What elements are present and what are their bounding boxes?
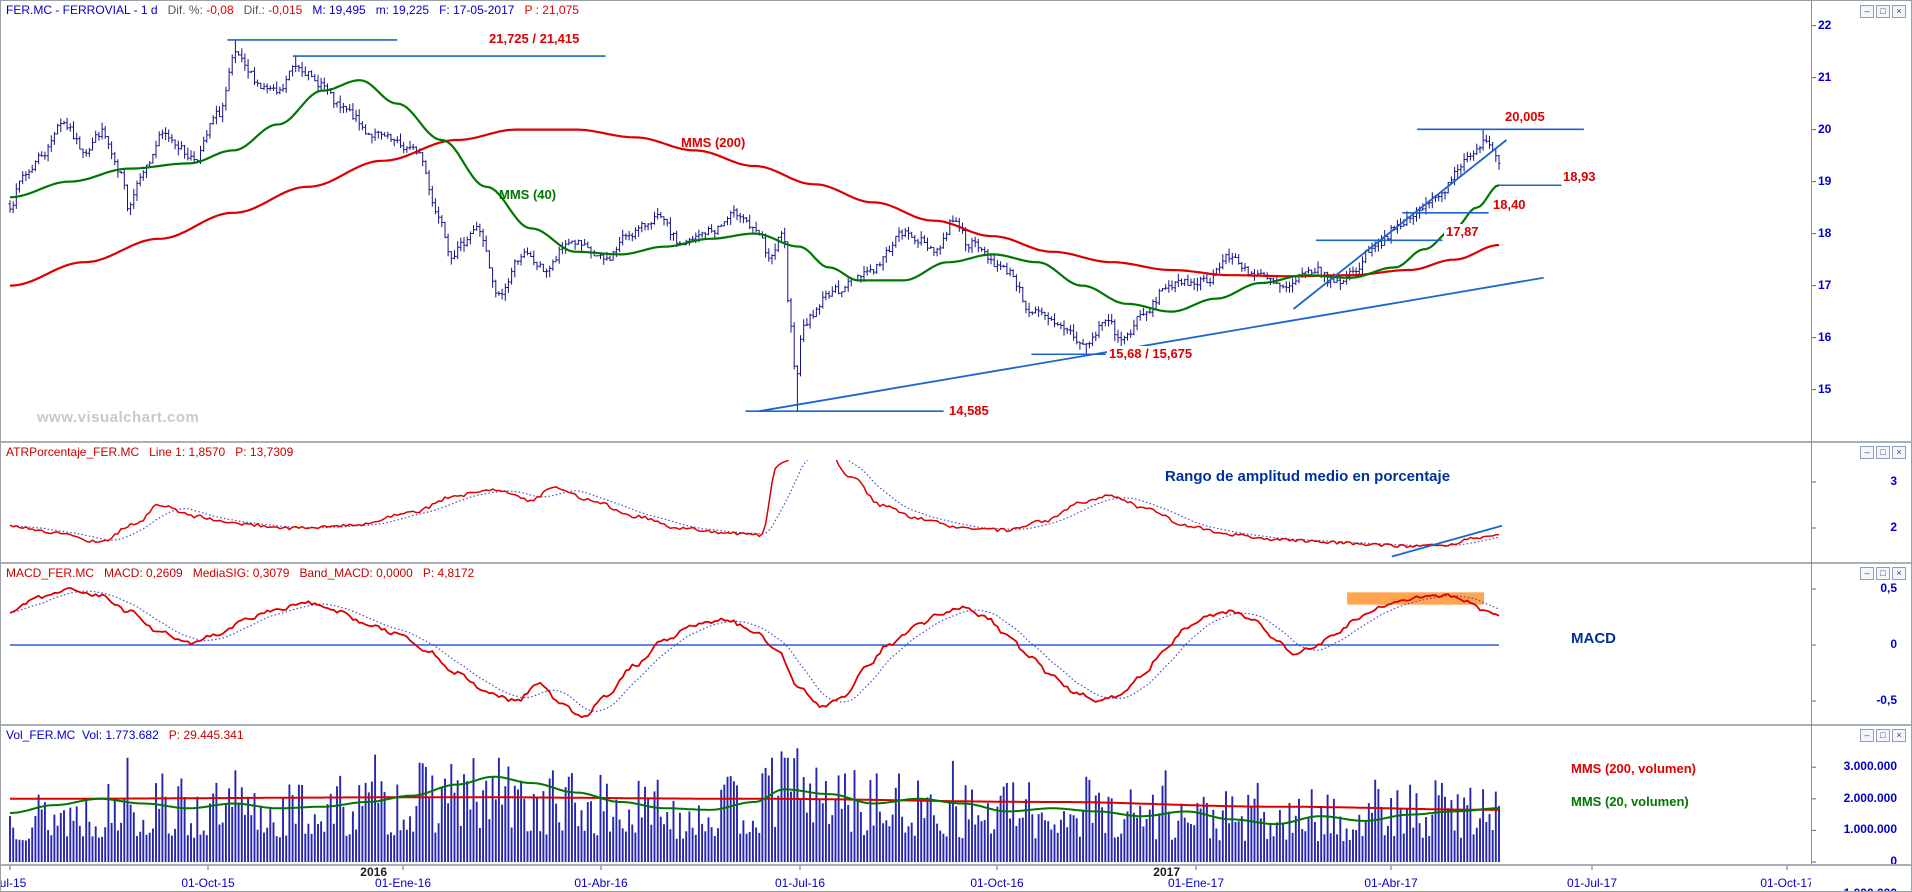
price-level-label: 21,725 / 21,415	[487, 31, 582, 47]
price-level-label: 20,005	[1503, 109, 1547, 125]
price-axis-tick-label: 16	[1818, 329, 1832, 344]
close-icon[interactable]: ×	[1892, 446, 1906, 459]
volume-axis-tick-label: 3.000.000	[1843, 759, 1897, 774]
volume-axis-tick-label: 1.000.000	[1843, 822, 1897, 837]
price-pane-header: FER.MC - FERROVIAL - 1 d Dif. %: -0,08 D…	[6, 3, 579, 19]
time-axis-year-label: 2016	[360, 865, 387, 879]
pane-divider[interactable]	[1, 562, 1911, 564]
volume-axis-tick-label: 2.000.000	[1843, 790, 1897, 805]
header-segment: -0,015	[268, 3, 303, 17]
price-level-label: 14,585	[947, 403, 991, 419]
volume-axis-tick-label: -1.000.000	[1813, 886, 1897, 891]
macd-annotation: MACD	[1571, 630, 1616, 647]
volume-pane-header: Vol_FER.MC Vol: 1.773.682 P: 29.445.341	[6, 728, 244, 744]
price-axis-tick-label: 18	[1818, 225, 1832, 240]
price-axis-tick-label: 21	[1818, 69, 1832, 84]
atr-annotation: Rango de amplitud medio en porcentaje	[1165, 468, 1451, 485]
macd-pane-header: MACD_FER.MC MACD: 0,2609 MediaSIG: 0,307…	[6, 566, 474, 582]
atr-series	[9, 460, 1503, 558]
minimize-icon[interactable]: –	[1860, 5, 1874, 18]
axis-divider	[1811, 1, 1812, 864]
atr-axis-tick-label: 3	[1890, 474, 1897, 488]
atr-pane-controls: – □ ×	[1860, 446, 1906, 459]
volume-pane-controls: – □ ×	[1860, 729, 1906, 742]
restore-icon[interactable]: □	[1876, 446, 1890, 459]
time-axis-tick-label: 01-Oct-17	[1760, 876, 1811, 890]
price-level-label: 18,93	[1561, 169, 1598, 185]
macd-axis-tick-label: 0,5	[1880, 581, 1897, 595]
header-segment: Dif.:	[233, 3, 269, 17]
atr-axis-tick-label: 2	[1890, 520, 1897, 534]
macd-series	[9, 587, 1500, 718]
time-axis-tick-label: 01-Jul-17	[1566, 876, 1618, 890]
header-segment: P : 21,075	[524, 3, 579, 17]
price-series	[8, 39, 1584, 413]
time-axis-tick-label: 01-Oct-15	[181, 876, 235, 890]
vol-mms20-label: MMS (20, volumen)	[1571, 794, 1689, 809]
time-axis-tick-label: Jul-15	[1, 876, 27, 890]
restore-icon[interactable]: □	[1876, 567, 1890, 580]
header-segment: - 1 d	[130, 3, 168, 17]
close-icon[interactable]: ×	[1892, 729, 1906, 742]
minimize-icon[interactable]: –	[1860, 446, 1874, 459]
atr-axis-strip[interactable]	[1812, 443, 1911, 562]
price-level-label: 15,68 / 15,675	[1107, 346, 1195, 362]
price-axis-tick-label: 20	[1818, 121, 1832, 136]
header-segment: M: 19,495 m: 19,225 F: 17-05-2017	[302, 3, 525, 17]
time-axis[interactable]: Jul-15 01-Oct-15 01-Ene-16 01-Abr-16 01-Jul-…	[1, 865, 1811, 891]
header-segment: Vol_FER.MC Vol: 1.773.682	[6, 728, 169, 742]
time-axis-tick-label: 01-Abr-17	[1364, 876, 1418, 890]
price-axis-tick-label: 22	[1818, 17, 1832, 32]
time-axis-tick-label: 01-Jul-16	[774, 876, 826, 890]
header-segment: ATRPorcentaje_FER.MC Line 1: 1,8570 P: 1…	[6, 445, 294, 459]
pane-divider[interactable]	[1, 724, 1911, 726]
minimize-icon[interactable]: –	[1860, 729, 1874, 742]
time-axis-tick-label: 01-Oct-16	[970, 876, 1024, 890]
macd-axis-tick-label: -0,5	[1876, 693, 1897, 707]
macd-axis-strip[interactable]	[1812, 564, 1911, 724]
price-axis-tick-label: 15	[1818, 381, 1832, 396]
macd-pane-controls: – □ ×	[1860, 567, 1906, 580]
header-segment: FER.MC - FERROVIAL	[6, 3, 131, 17]
price-level-label: 17,87	[1444, 224, 1481, 240]
volume-axis-strip[interactable]	[1812, 726, 1911, 891]
mms40-line-label: MMS (40)	[499, 187, 557, 202]
mms200-line-label: MMS (200)	[681, 135, 746, 150]
pane-divider[interactable]	[1, 441, 1911, 443]
header-segment: P: 29.445.341	[168, 728, 244, 742]
vol-mms200-label: MMS (200, volumen)	[1571, 761, 1696, 776]
restore-icon[interactable]: □	[1876, 729, 1890, 742]
close-icon[interactable]: ×	[1892, 567, 1906, 580]
header-segment: Dif. %:	[167, 3, 207, 17]
header-segment: -0,08	[206, 3, 234, 17]
pane-divider[interactable]	[1, 864, 1911, 866]
price-pane-controls: – □ ×	[1860, 5, 1906, 18]
minimize-icon[interactable]: –	[1860, 567, 1874, 580]
price-axis-tick-label: 19	[1818, 173, 1832, 188]
restore-icon[interactable]: □	[1876, 5, 1890, 18]
time-axis-tick-label: 01-Ene-17	[1167, 876, 1225, 890]
price-axis-strip[interactable]	[1812, 1, 1911, 441]
price-axis-tick-label: 17	[1818, 277, 1832, 292]
close-icon[interactable]: ×	[1892, 5, 1906, 18]
watermark: www.visualchart.com	[37, 409, 200, 426]
time-axis-tick-label: 01-Abr-16	[574, 876, 628, 890]
price-level-label: 18,40	[1491, 197, 1528, 213]
time-axis-year-label: 2017	[1153, 865, 1180, 879]
atr-pane-header: ATRPorcentaje_FER.MC Line 1: 1,8570 P: 1…	[6, 445, 293, 461]
volume-series	[9, 748, 1500, 862]
time-axis-tick-label: 01-Ene-16	[374, 876, 432, 890]
volume-axis-tick-label: 0	[1890, 854, 1897, 868]
header-segment: MACD_FER.MC MACD: 0,2609 MediaSIG: 0,307…	[6, 566, 475, 580]
macd-axis-tick-label: 0	[1890, 637, 1897, 651]
